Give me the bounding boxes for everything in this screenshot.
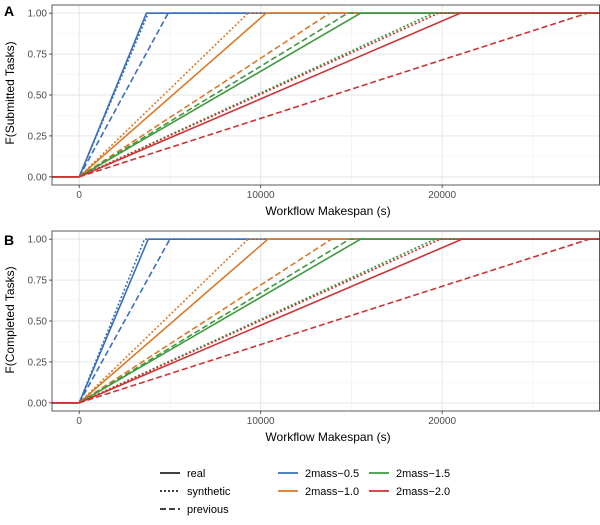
panel-b-gridlines [52,231,600,411]
legend-label-previous: previous [187,504,229,516]
panel-b-y-tick-label: 1.00 [28,235,48,246]
panel-b-x-tick-label: 0 [76,416,82,427]
panel-a-x-tick-label: 20000 [428,190,456,201]
panel-a-y-axis-title: F(Submitted Tasks) [3,41,17,144]
panel-b-y-tick-label: 0.75 [28,276,48,287]
panel-a-y-tick-label: 0.00 [28,172,48,183]
panel-a: A 0.00 0.25 0.50 0.75 1.00 0 10000 20000 Workf… [3,3,600,218]
panel-b-x-tick-label: 20000 [428,416,456,427]
legend-color-keys: 2mass−0.5 2mass−1.0 2mass−1.5 2mass−2.0 [278,468,450,498]
panel-b-y-ticks: 0.00 0.25 0.50 0.75 1.00 [28,235,52,409]
panel-a-y-tick-label: 1.00 [28,9,48,20]
legend-label-synthetic: synthetic [187,486,231,498]
panel-a-gridlines [52,5,600,185]
panel-b-tag: B [4,232,14,248]
panel-a-y-tick-label: 0.50 [28,91,48,102]
legend: real synthetic previous 2mass−0.5 2mass−1.0… [160,468,450,516]
panel-b: B 0.00 0.25 0.50 0.75 1.00 0 10000 20000 Workf… [3,230,600,444]
legend-linetype-keys: real synthetic previous [160,468,231,516]
legend-color-label-0: 2mass−0.5 [305,468,359,480]
panel-a-series [52,12,600,178]
panel-a-y-ticks: 0.00 0.25 0.50 0.75 1.00 [28,9,52,183]
panel-b-y-tick-label: 0.25 [28,357,48,368]
legend-label-real: real [187,468,205,480]
panel-a-x-tick-label: 0 [76,190,82,201]
panel-a-x-axis-title: Workflow Makespan (s) [265,204,390,218]
panel-b-series [52,238,600,404]
legend-color-label-1: 2mass−1.0 [305,486,359,498]
panel-a-y-tick-label: 0.25 [28,131,48,142]
panel-b-x-tick-label: 10000 [247,416,275,427]
panel-b-x-axis-title: Workflow Makespan (s) [265,430,390,444]
legend-color-label-2: 2mass−1.5 [396,468,450,480]
panel-a-series-2mass-2.0-previous [52,12,600,178]
panel-b-series-2mass-2.0-previous [52,238,600,404]
legend-color-label-3: 2mass−2.0 [396,486,450,498]
panel-a-y-tick-label: 0.75 [28,50,48,61]
panel-b-y-axis-title: F(Completed Tasks) [3,266,17,373]
panel-a-x-tick-label: 10000 [247,190,275,201]
panel-b-x-ticks: 0 10000 20000 [76,411,456,427]
panel-b-y-tick-label: 0.50 [28,317,48,328]
panel-a-tag: A [4,3,14,19]
panel-a-x-ticks: 0 10000 20000 [76,185,456,201]
panel-b-y-tick-label: 0.00 [28,398,48,409]
